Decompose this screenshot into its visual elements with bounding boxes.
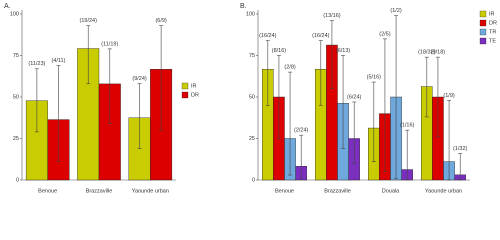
legend-label: IR: [191, 83, 197, 89]
value-label: (11/23): [28, 61, 45, 67]
legend-swatch: [479, 37, 487, 45]
x-tick-label: Brazzaville: [86, 188, 113, 194]
value-label: (2/5): [379, 31, 390, 37]
value-label: (4/11): [51, 58, 65, 64]
value-label: (11/19): [101, 41, 118, 47]
value-label: (2/24): [294, 128, 309, 134]
y-tick-label: 75: [249, 53, 255, 59]
y-tick-label: 50: [249, 94, 255, 100]
value-label: (6/13): [336, 48, 351, 54]
value-label: (16/24): [259, 33, 277, 39]
x-tick-label: Benoue: [275, 188, 294, 194]
y-tick-label: 25: [13, 136, 19, 142]
y-tick-label: 100: [10, 11, 19, 17]
value-label: (1/9): [443, 93, 454, 99]
x-tick-label: Brazzaville: [324, 188, 351, 194]
value-label: (1/2): [390, 8, 401, 14]
value-label: (19/24): [80, 18, 98, 24]
legend-swatch: [479, 28, 487, 36]
value-label: (18/32): [418, 50, 436, 56]
value-label: (8/16): [272, 48, 287, 54]
y-tick-label: 0: [16, 177, 19, 183]
legend-swatch: [181, 91, 189, 99]
value-label: (1/16): [400, 123, 415, 129]
value-label: (16/24): [312, 33, 330, 39]
x-tick-label: Yaounde urban: [425, 188, 462, 194]
legend-swatch: [479, 19, 487, 27]
y-tick-label: 0: [252, 177, 255, 183]
legend-label: IR: [489, 11, 495, 17]
x-tick-label: Benoue: [38, 188, 57, 194]
y-tick-label: 75: [13, 53, 19, 59]
value-label: (13/16): [323, 13, 341, 19]
x-tick-label: Douala: [382, 188, 400, 194]
panel-label: B.: [240, 3, 247, 10]
x-tick-label: Yaounde urban: [132, 188, 169, 194]
value-label: (2/8): [284, 65, 295, 71]
value-label: (9/24): [132, 76, 147, 82]
value-label: (5/16): [367, 75, 382, 81]
legend-swatch: [479, 10, 487, 18]
figure: A. 0 25 50 75 100 Benoue (11/23) (4/11) Brazzavil…: [4, 3, 497, 195]
legend-label: TE: [489, 38, 496, 44]
value-label: (6/9): [155, 18, 166, 24]
y-tick-label: 100: [246, 11, 255, 17]
panel-label: A.: [4, 3, 11, 10]
value-label: (9/18): [431, 50, 446, 56]
legend-label: DR: [489, 20, 497, 26]
legend-swatch: [181, 82, 189, 90]
y-tick-label: 50: [13, 94, 19, 100]
legend-label: DR: [191, 92, 199, 98]
value-label: (1/32): [453, 146, 468, 152]
y-tick-label: 25: [249, 136, 255, 142]
legend-label: TR: [489, 29, 496, 35]
value-label: (6/24): [347, 94, 362, 100]
